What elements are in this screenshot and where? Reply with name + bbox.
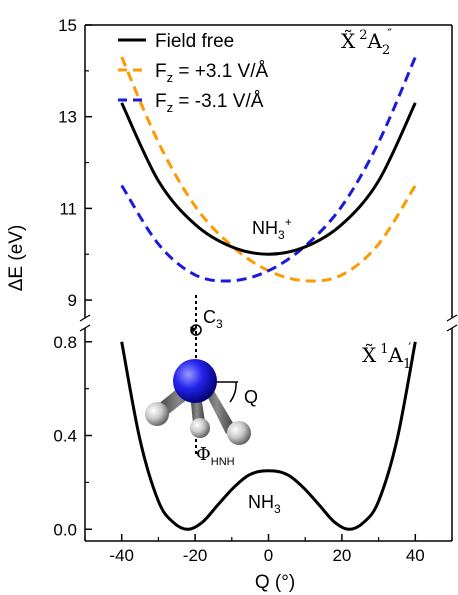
curve-cation-minus-field bbox=[120, 56, 417, 283]
plot-frame bbox=[79, 24, 458, 542]
x-tick-label: -40 bbox=[109, 546, 134, 565]
c3-axis-label: C3 bbox=[203, 307, 223, 331]
hydrogen-atom-right bbox=[227, 421, 251, 445]
x-tick-label: 0 bbox=[264, 546, 273, 565]
x-tick-label: -20 bbox=[183, 546, 208, 565]
neutral-state-label: X̃ 1A1′ bbox=[362, 341, 411, 372]
y-tick-label-lower: 0.0 bbox=[53, 520, 77, 539]
axis-break-mark bbox=[79, 314, 91, 322]
hydrogen-atom-back bbox=[190, 418, 210, 438]
y-tick-label-upper: 9 bbox=[68, 291, 77, 310]
curve-cation-field-free bbox=[120, 102, 417, 256]
curves bbox=[120, 56, 417, 531]
y-tick-label-upper: 11 bbox=[59, 199, 77, 218]
legend-label-field-free: Field free bbox=[155, 31, 234, 52]
neutral-species-label: NH3 bbox=[248, 492, 281, 516]
axis-break-mark bbox=[446, 314, 458, 322]
y-tick-label-lower: 0.8 bbox=[53, 333, 77, 352]
axis-ticks: -40 -20 0 20 40 9 11 13 15 0.0 0.4 0.8 bbox=[53, 16, 453, 565]
umbrella-angle-arc bbox=[229, 381, 237, 403]
axis-break-mark bbox=[446, 324, 458, 332]
y-tick-label-upper: 15 bbox=[58, 16, 77, 35]
axis-break-mark bbox=[79, 324, 91, 332]
ammonia-molecule-inset: C3 Q ΦHNH bbox=[145, 295, 258, 468]
nitrogen-atom bbox=[173, 359, 217, 403]
hnh-angle-label: ΦHNH bbox=[196, 444, 235, 468]
x-tick-label: 40 bbox=[406, 546, 425, 565]
rotation-arrow-icon bbox=[190, 324, 202, 336]
legend-label-minus-field: Fz = -3.1 V/Å bbox=[155, 91, 264, 115]
cation-species-label: NH3+ bbox=[252, 215, 292, 242]
legend-label-plus-field: Fz = +3.1 V/Å bbox=[155, 61, 269, 85]
rotation-arrowhead-icon bbox=[190, 327, 197, 333]
x-axis-title: Q (°) bbox=[255, 572, 295, 593]
umbrella-angle-label: Q bbox=[244, 387, 258, 407]
y-tick-label-upper: 13 bbox=[58, 108, 77, 127]
cation-state-label: X̃ 2A2″ bbox=[341, 27, 392, 58]
y-axis-title: ΔE (eV) bbox=[6, 225, 27, 292]
y-tick-label-lower: 0.4 bbox=[53, 427, 77, 446]
x-tick-label: 20 bbox=[332, 546, 351, 565]
curve-neutral-field-free bbox=[120, 341, 417, 531]
legend: Field free Fz = +3.1 V/Å Fz = -3.1 V/Å bbox=[118, 31, 269, 115]
hydrogen-atom-left bbox=[145, 402, 169, 426]
